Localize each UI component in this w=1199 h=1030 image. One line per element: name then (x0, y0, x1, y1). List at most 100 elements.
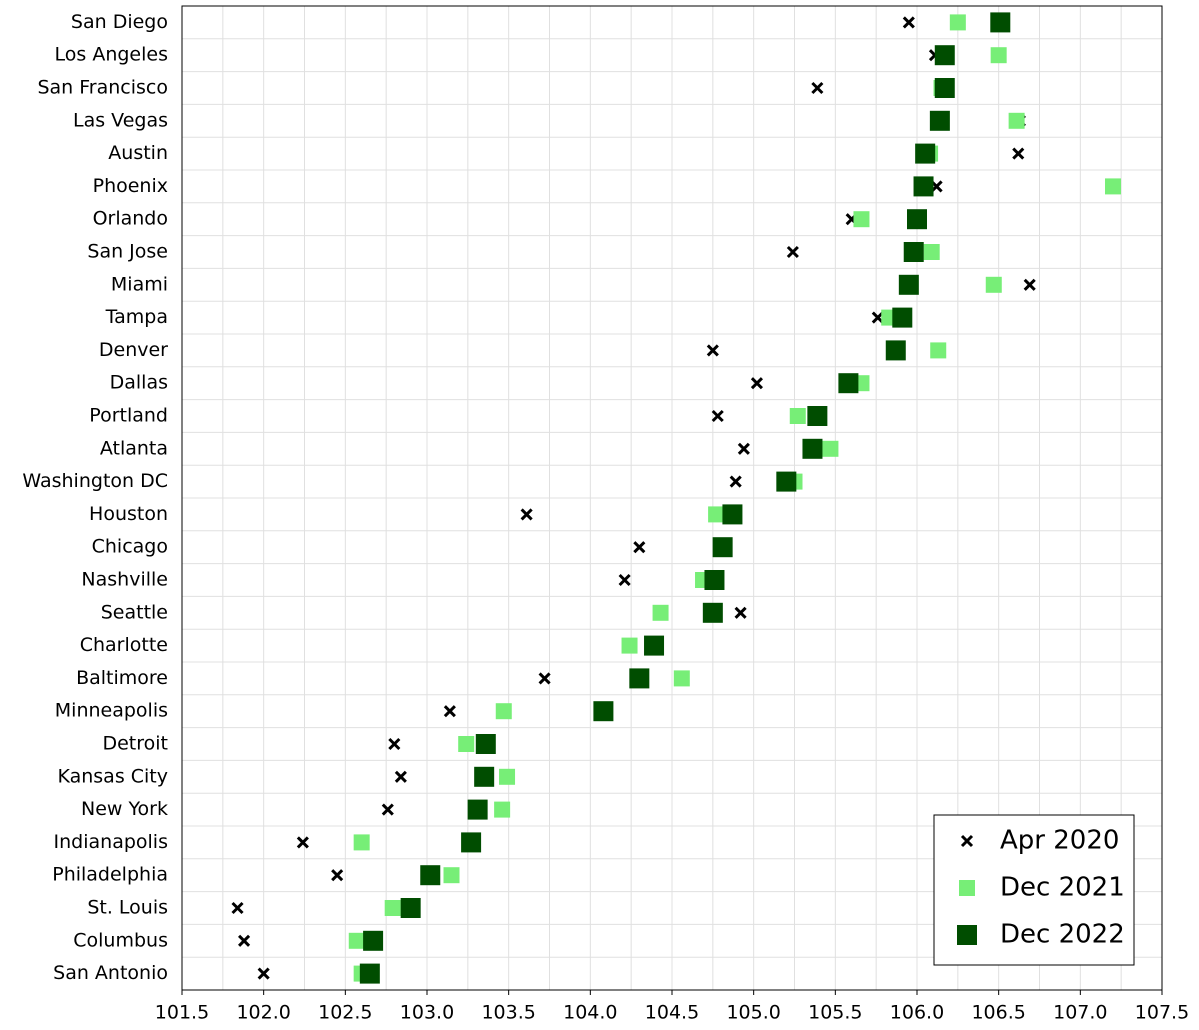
x-marker-stroke (786, 245, 799, 259)
category-label: Philadelphia (52, 864, 168, 886)
category-label: Atlanta (100, 437, 168, 459)
big-square-marker (467, 799, 488, 820)
square-marker (495, 703, 512, 720)
square-marker (822, 440, 839, 457)
category-label: San Diego (71, 11, 168, 33)
x-marker (750, 377, 763, 390)
category-label: Orlando (93, 208, 168, 230)
big-square-marker (359, 963, 380, 984)
big-square-marker (934, 78, 955, 98)
big-square-marker (400, 898, 421, 918)
x-marker-stroke (737, 442, 750, 455)
category-label: Phoenix (93, 175, 168, 197)
x-marker-stroke (520, 508, 533, 521)
big-square-marker (593, 701, 614, 722)
big-square-marker (838, 373, 859, 394)
square-marker (443, 867, 460, 884)
square-marker (652, 604, 669, 621)
big-square-marker (934, 45, 955, 66)
category-label: Houston (89, 503, 168, 525)
x-tick-label: 106.5 (971, 1002, 1025, 1024)
square-marker (1008, 112, 1025, 129)
big-square-marker (722, 504, 743, 525)
x-tick-label: 107.0 (1053, 1002, 1107, 1024)
x-tick-label: 106.0 (890, 1002, 944, 1024)
x-marker (538, 672, 551, 685)
category-label: Chicago (92, 536, 168, 558)
legend-label: Dec 2022 (1000, 920, 1125, 950)
x-marker-stroke (381, 803, 394, 816)
x-marker (1012, 147, 1025, 160)
x-marker-stroke (618, 573, 631, 587)
square-marker (353, 834, 370, 851)
x-marker-stroke (706, 344, 719, 357)
x-marker (331, 869, 344, 882)
x-marker (520, 508, 533, 521)
x-marker-stroke (871, 311, 884, 324)
x-marker-stroke (538, 672, 551, 685)
big-square-marker (712, 537, 733, 558)
category-label: Columbus (73, 929, 168, 951)
x-marker-stroke (331, 869, 344, 882)
category-label: San Francisco (37, 77, 168, 99)
x-marker (960, 834, 974, 848)
big-square-marker (892, 307, 913, 328)
category-label: Seattle (101, 601, 168, 623)
legend: Apr 2020 Dec 2021 Dec 2022 (933, 814, 1135, 966)
big-square-marker (776, 471, 797, 492)
x-marker (443, 705, 456, 718)
x-tick-label: 105.5 (808, 1002, 862, 1024)
category-label: Indianapolis (54, 831, 168, 853)
category-label: Nashville (81, 569, 168, 591)
x-marker (729, 475, 742, 488)
x-marker (737, 442, 750, 455)
big-square-marker (929, 110, 950, 131)
square-marker (853, 211, 870, 228)
category-label: Minneapolis (55, 700, 168, 722)
x-tick-label: 103.0 (400, 1002, 454, 1024)
square-marker (789, 408, 806, 424)
big-square-marker (807, 406, 828, 426)
square-marker (923, 244, 940, 260)
big-square-marker (885, 340, 906, 361)
category-label: San Jose (87, 241, 168, 263)
x-marker (296, 836, 309, 849)
big-square-marker (644, 635, 665, 656)
x-marker (711, 409, 724, 423)
category-label: Las Vegas (73, 109, 168, 131)
square-marker (499, 768, 516, 785)
x-marker-stroke (231, 901, 244, 915)
big-square-marker (915, 143, 936, 164)
big-square-marker (475, 734, 496, 754)
big-square-marker (702, 602, 723, 623)
x-marker-stroke (960, 834, 974, 848)
x-tick-label: 102.0 (236, 1002, 290, 1024)
big-square-marker (907, 209, 927, 230)
x-marker (231, 901, 244, 915)
category-label: St. Louis (87, 897, 168, 919)
category-label: Dallas (110, 372, 168, 394)
x-tick-label: 104.0 (563, 1002, 617, 1024)
square-marker (708, 506, 725, 523)
x-marker-stroke (296, 836, 309, 849)
category-label: Kansas City (57, 765, 168, 787)
square-marker (1105, 178, 1121, 195)
x-marker-stroke (734, 606, 747, 619)
category-label: Denver (99, 339, 168, 361)
big-square-marker (474, 766, 495, 787)
category-label: Tampa (105, 306, 168, 328)
legend-label: Dec 2021 (1000, 873, 1125, 903)
big-square-marker (363, 930, 384, 951)
x-marker-stroke (394, 770, 407, 783)
legend-label: Apr 2020 (1000, 826, 1119, 856)
x-marker-stroke (388, 737, 401, 751)
category-label: Austin (108, 142, 168, 164)
square-marker (621, 637, 638, 654)
big-square-marker (802, 438, 823, 459)
big-square-marker (704, 570, 725, 590)
x-marker (811, 81, 824, 95)
square-marker (959, 880, 975, 896)
x-marker-stroke (238, 934, 251, 947)
x-marker (633, 541, 646, 554)
category-label: Washington DC (22, 470, 168, 492)
